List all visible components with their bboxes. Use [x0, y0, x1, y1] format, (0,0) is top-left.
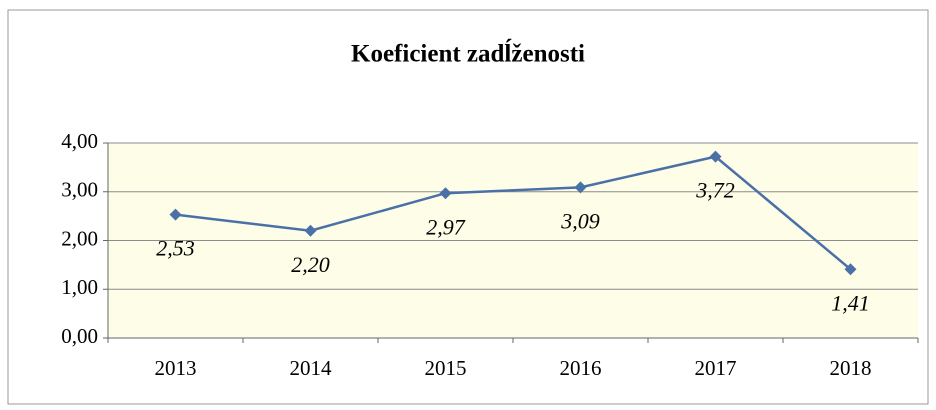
- data-marker: [574, 181, 587, 194]
- x-tick-label: 2017: [695, 356, 737, 380]
- y-tick-label: 2,00: [61, 226, 98, 250]
- data-label: 2,97: [426, 214, 466, 239]
- chart-title: Koeficient zadĺženosti: [351, 39, 585, 68]
- x-tick-label: 2014: [290, 356, 333, 380]
- y-tick-label: 0,00: [61, 324, 98, 348]
- data-label: 1,41: [831, 290, 870, 315]
- data-marker: [844, 263, 857, 276]
- data-line: [175, 155, 852, 271]
- x-tick-label: 2018: [830, 356, 872, 380]
- data-marker: [709, 150, 722, 163]
- x-tick-label: 2013: [155, 356, 197, 380]
- y-tick-label: 1,00: [61, 275, 98, 299]
- data-marker: [169, 208, 182, 221]
- data-label: 3,72: [695, 178, 735, 203]
- y-tick-label: 3,00: [61, 178, 98, 202]
- data-label: 3,09: [560, 208, 600, 233]
- data-label: 2,20: [291, 252, 330, 277]
- x-tick-label: 2015: [425, 356, 467, 380]
- data-marker: [439, 187, 452, 200]
- data-marker: [304, 224, 317, 237]
- x-tick-label: 2016: [560, 356, 602, 380]
- data-label: 2,53: [156, 236, 195, 261]
- y-tick-label: 4,00: [61, 129, 98, 153]
